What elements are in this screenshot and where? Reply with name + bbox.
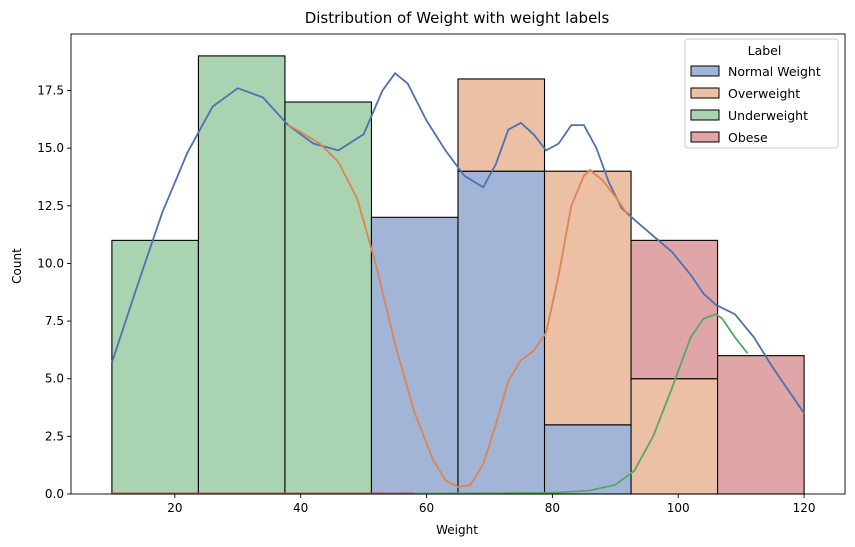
legend-label-overweight: Overweight (728, 86, 800, 101)
legend-box (684, 38, 839, 149)
bar-underweight (284, 101, 373, 495)
x-tick-label: 120 (793, 501, 816, 515)
kde-line-normal-weight (111, 71, 805, 414)
bar-underweight (111, 239, 199, 495)
y-tick-label: 15.0 (37, 141, 64, 155)
bar-underweight (197, 55, 286, 495)
bar-obese (630, 239, 719, 380)
x-tick-label: 60 (419, 501, 434, 515)
legend-label-obese: Obese (728, 130, 768, 145)
bar-overweight (543, 170, 632, 426)
legend-swatch-obese (690, 131, 720, 143)
axes-frame (70, 33, 846, 495)
bar-overweight (630, 378, 719, 495)
plot-area: 20 40 60 80 100 120 0.0 2.5 5.0 7.5 10.0 12.5 15.0 17… (37, 33, 846, 515)
x-tick-label: 20 (167, 501, 182, 515)
y-tick-label: 5.0 (45, 372, 64, 386)
bar-normal-weight (370, 216, 459, 495)
chart-title: Distribution of Weight with weight label… (305, 9, 610, 27)
y-tick-label: 0.0 (45, 487, 64, 501)
x-tick-label: 100 (667, 501, 690, 515)
legend-swatch-overweight (690, 87, 720, 99)
bar-obese (717, 355, 805, 495)
legend: Label Normal Weight Overweight Underweight O… (684, 38, 839, 149)
x-tick-label: 40 (293, 501, 308, 515)
legend-label-underweight: Underweight (728, 108, 808, 123)
legend-label-normal-weight: Normal Weight (728, 64, 821, 79)
y-axis-label: Count (10, 248, 24, 284)
y-tick-label: 2.5 (45, 429, 64, 443)
kde-line-overweight (287, 124, 629, 489)
legend-title: Label (748, 43, 782, 58)
y-tick-label: 10.0 (37, 256, 64, 270)
y-tick-label: 17.5 (37, 83, 64, 97)
legend-swatch-normal-weight (690, 65, 720, 77)
legend-swatch-underweight (690, 109, 720, 121)
kde-line-underweight (111, 313, 749, 495)
x-tick-label: 80 (545, 501, 560, 515)
y-tick-label: 7.5 (45, 314, 64, 328)
bar-overweight (457, 78, 546, 172)
x-axis-label: Weight (436, 523, 478, 537)
bar-normal-weight (457, 170, 546, 495)
y-tick-label: 12.5 (37, 199, 64, 213)
